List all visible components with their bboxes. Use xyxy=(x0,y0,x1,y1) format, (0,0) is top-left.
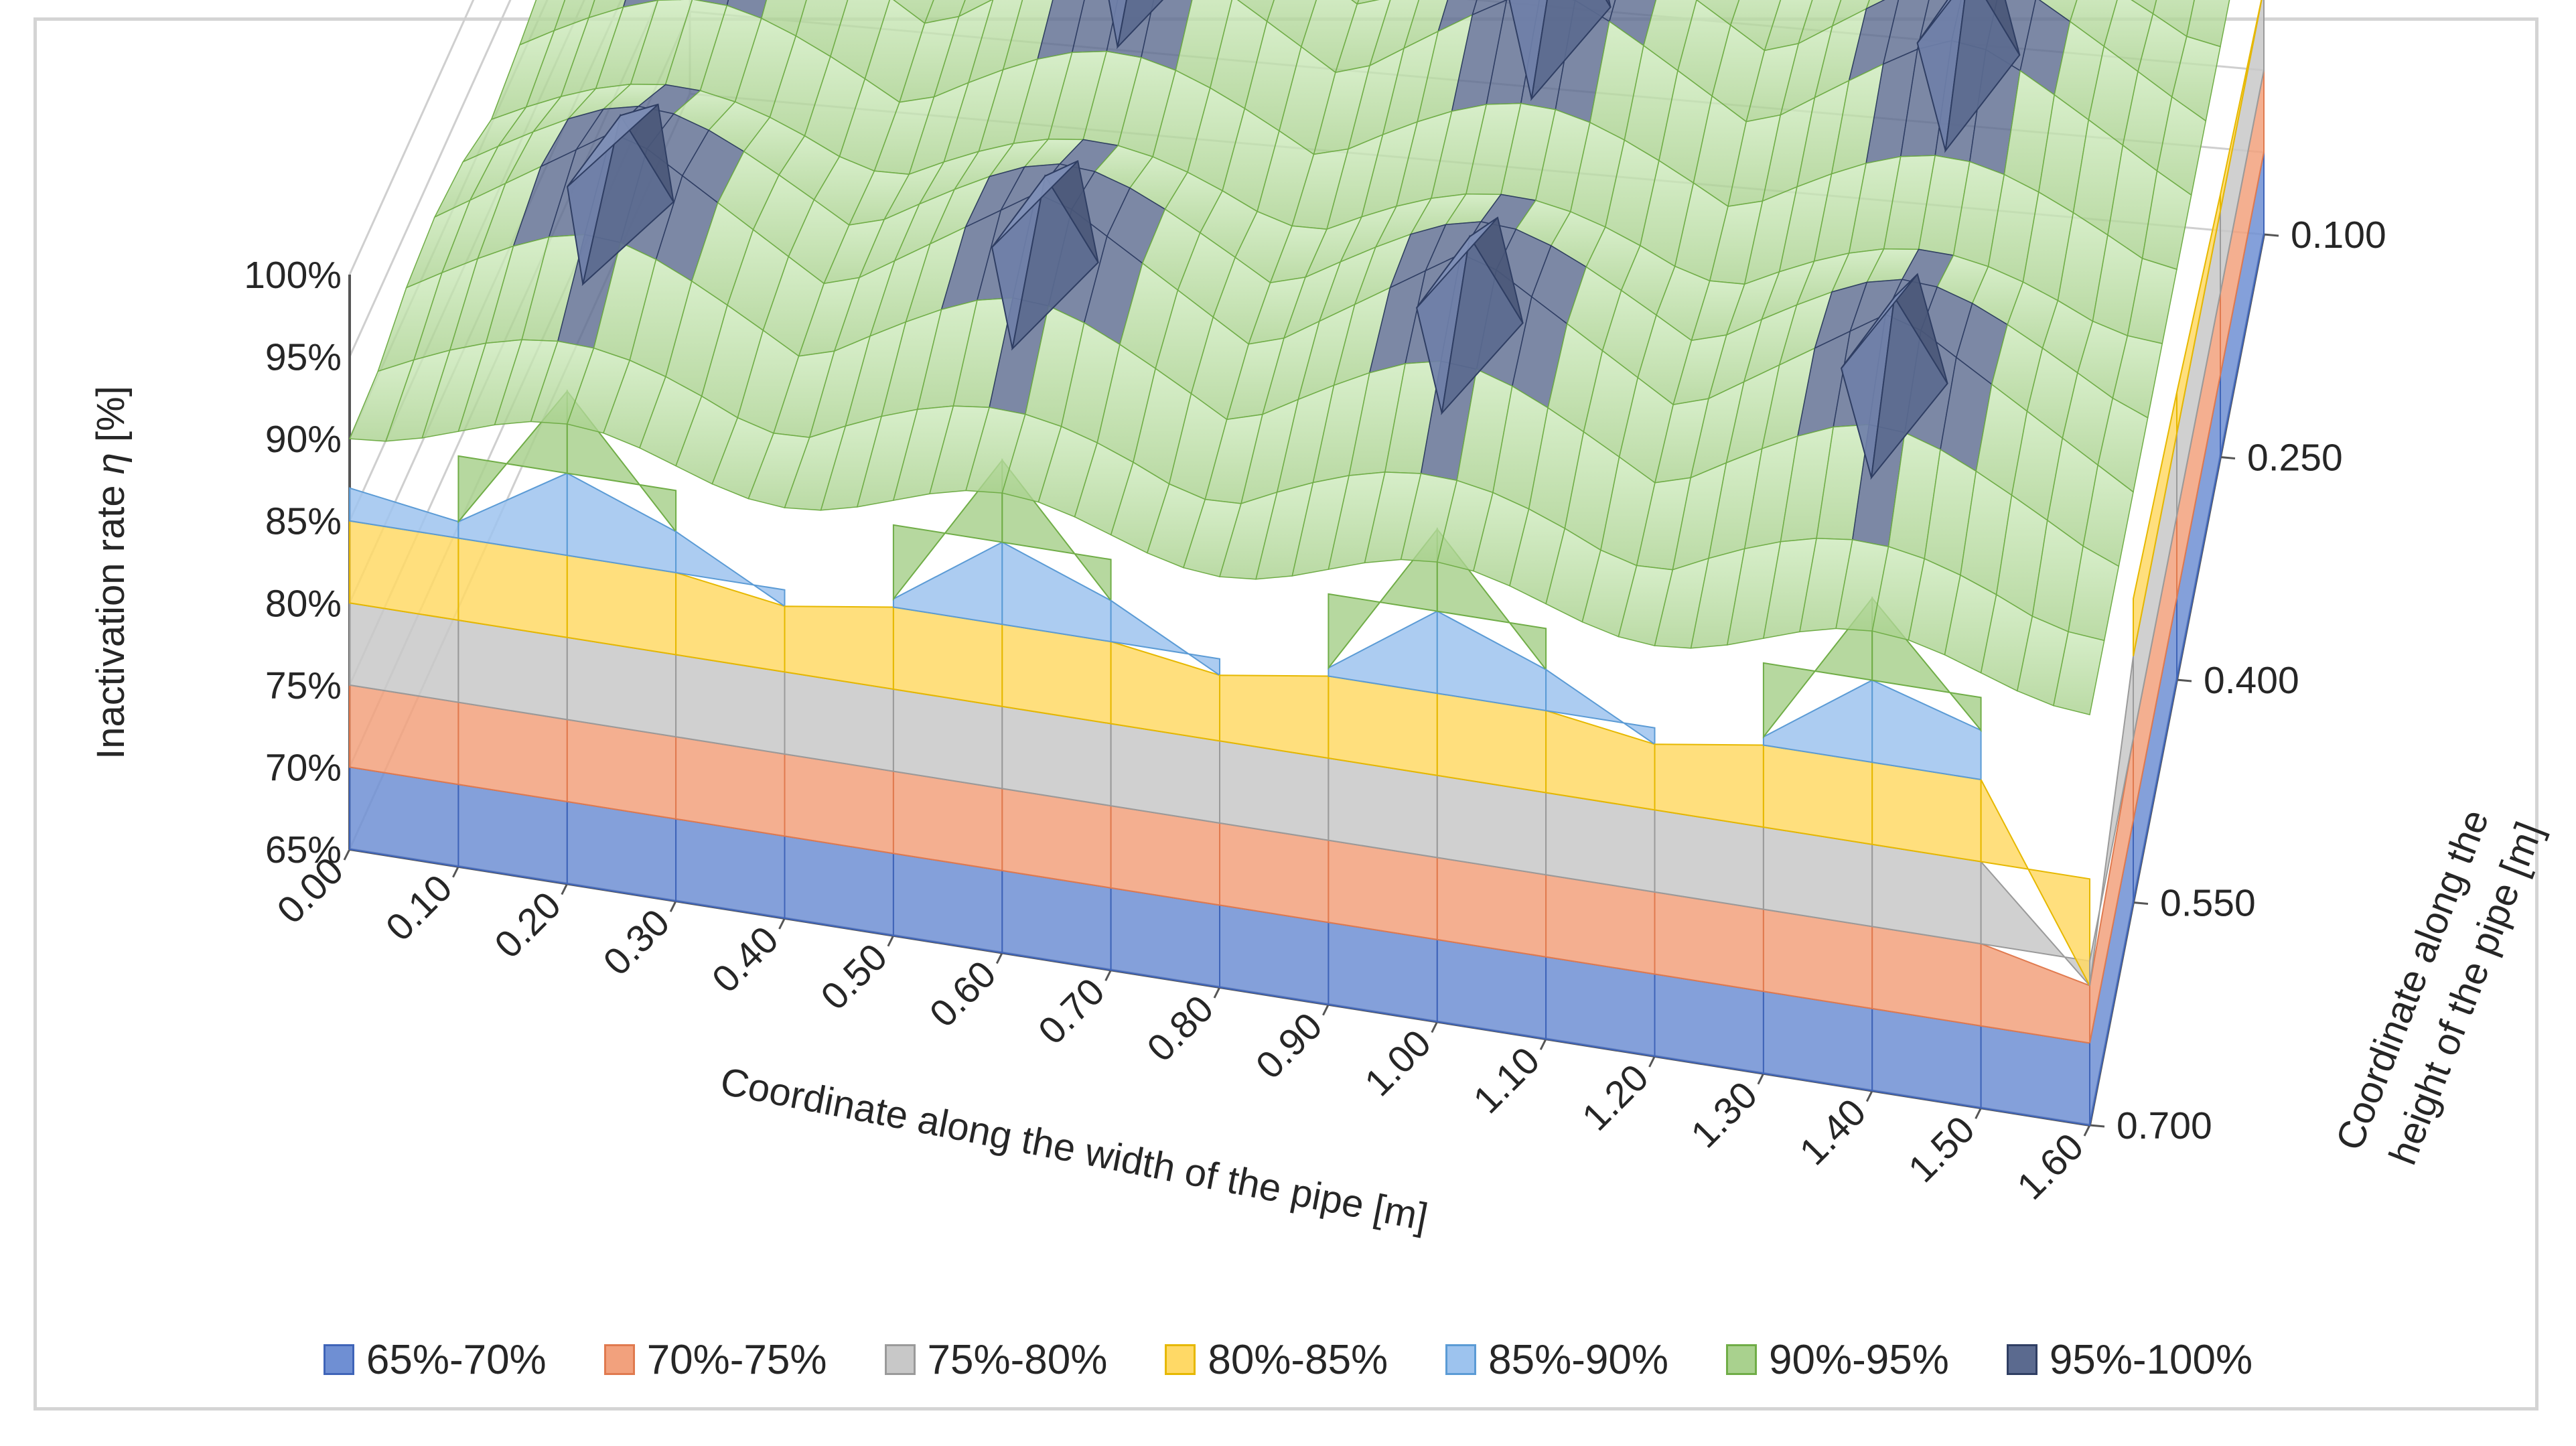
x-tick-label: 0.10 xyxy=(378,867,461,950)
legend-label: 85%-90% xyxy=(1488,1336,1668,1383)
z-axis-title-symbol: η xyxy=(89,453,133,474)
x-tick-label: 0.40 xyxy=(704,918,787,1001)
legend-swatch xyxy=(323,1344,354,1375)
legend-swatch xyxy=(1165,1344,1196,1375)
x-tick-mark xyxy=(343,849,351,861)
z-axis-title-suffix: [%] xyxy=(89,386,133,453)
x-tick-mark xyxy=(995,952,1003,964)
peak-face xyxy=(1841,273,1918,369)
legend-swatch xyxy=(603,1344,635,1375)
z-tick-label: 100% xyxy=(244,254,342,297)
legend-label: 70%-75% xyxy=(646,1336,827,1383)
side-face-cell xyxy=(2089,656,2134,986)
surface-plot xyxy=(348,0,2265,1127)
x-tick-label: 1.00 xyxy=(1356,1021,1439,1104)
legend-item: 70%-75% xyxy=(603,1336,827,1384)
x-tick-mark xyxy=(1975,1107,1982,1119)
legend-item: 95%-100% xyxy=(2006,1336,2253,1384)
z-tick-label: 95% xyxy=(265,336,342,379)
legend-item: 80%-85% xyxy=(1165,1336,1388,1384)
y-tick-mark xyxy=(2220,456,2236,459)
z-axis-title-prefix: Inactivation rate xyxy=(89,474,133,760)
x-tick-mark xyxy=(1539,1038,1547,1050)
x-tick-mark xyxy=(2083,1125,2091,1137)
peak-face xyxy=(1985,0,2021,56)
legend-label: 75%-80% xyxy=(927,1336,1108,1383)
legend-swatch xyxy=(2006,1344,2037,1375)
y-tick-label: 0.700 xyxy=(2117,1104,2212,1147)
y-tick-label: 0.100 xyxy=(2291,214,2386,257)
x-tick-label: 0.90 xyxy=(1248,1005,1331,1088)
y-tick-mark xyxy=(2176,678,2192,682)
y-tick-mark xyxy=(2089,1124,2105,1128)
legend-item: 85%-90% xyxy=(1445,1336,1668,1384)
y-tick-mark xyxy=(2263,233,2279,237)
legend-swatch xyxy=(1726,1344,1757,1375)
legend-label: 80%-85% xyxy=(1208,1336,1388,1383)
peak-face xyxy=(991,160,1078,248)
surface-cell xyxy=(2053,631,2105,716)
z-tick-label: 65% xyxy=(265,828,342,871)
x-tick-mark xyxy=(778,918,786,930)
x-tick-label: 0.60 xyxy=(922,952,1005,1035)
y-tick-label: 0.250 xyxy=(2247,437,2343,480)
z-tick-label: 75% xyxy=(265,664,342,707)
x-tick-label: 0.20 xyxy=(486,883,569,966)
z-gridline xyxy=(348,0,512,358)
x-tick-mark xyxy=(452,866,459,878)
x-tick-mark xyxy=(887,935,895,947)
x-tick-label: 1.20 xyxy=(1574,1056,1657,1139)
x-tick-mark xyxy=(1213,987,1221,999)
y-tick-label: 0.400 xyxy=(2204,659,2299,702)
peak-face xyxy=(1108,0,1127,48)
peak-face xyxy=(1530,0,1612,102)
peak-face xyxy=(1416,217,1498,309)
x-tick-mark xyxy=(561,883,569,895)
x-tick-mark xyxy=(1431,1021,1439,1033)
legend-item: 75%-80% xyxy=(884,1336,1108,1384)
peak-face xyxy=(1605,0,1612,8)
peak-face xyxy=(1916,0,1952,44)
peak-face xyxy=(567,103,659,188)
peak-face xyxy=(1116,0,1164,50)
legend-swatch xyxy=(884,1344,916,1375)
legend-item: 90%-95% xyxy=(1726,1336,1949,1384)
x-tick-label: 1.50 xyxy=(1900,1108,1983,1191)
x-axis-title: Coordinate along the width of the pipe [… xyxy=(717,1060,1431,1240)
x-tick-mark xyxy=(1757,1073,1765,1085)
legend: 65%-70% 70%-75% 75%-80% 80%-85% 85%-90% 90%-9… xyxy=(0,1333,2576,1386)
x-tick-label: 1.30 xyxy=(1683,1074,1766,1157)
z-tick-label: 90% xyxy=(265,418,342,461)
z-tick-label: 70% xyxy=(265,746,342,789)
z-axis-title: Inactivation rate η [%] xyxy=(89,386,133,760)
x-tick-mark xyxy=(1322,1004,1330,1016)
x-tick-label: 1.40 xyxy=(1792,1090,1875,1173)
x-tick-label: 1.10 xyxy=(1465,1039,1549,1122)
z-tick-label: 85% xyxy=(265,500,342,543)
x-tick-mark xyxy=(1104,969,1112,981)
x-tick-mark xyxy=(1648,1056,1656,1068)
peak-markers xyxy=(567,0,2021,480)
legend-label: 95%-100% xyxy=(2049,1336,2253,1383)
legend-item: 65%-70% xyxy=(323,1336,547,1384)
legend-label: 65%-70% xyxy=(366,1336,547,1383)
x-tick-label: 0.30 xyxy=(595,901,678,984)
legend-swatch xyxy=(1445,1344,1477,1375)
y-tick-label: 0.550 xyxy=(2160,882,2256,925)
x-tick-label: 0.50 xyxy=(812,936,896,1019)
legend-label: 90%-95% xyxy=(1769,1336,1949,1383)
x-tick-mark xyxy=(1865,1090,1873,1102)
x-tick-label: 0.70 xyxy=(1030,970,1113,1053)
y-tick-mark xyxy=(2133,901,2149,905)
z-tick-label: 80% xyxy=(265,582,342,625)
x-tick-label: 0.80 xyxy=(1139,987,1222,1070)
z-gridline xyxy=(348,0,475,275)
x-tick-mark xyxy=(669,900,677,912)
x-tick-label: 1.60 xyxy=(2009,1125,2092,1208)
side-face-cell xyxy=(2133,392,2177,656)
